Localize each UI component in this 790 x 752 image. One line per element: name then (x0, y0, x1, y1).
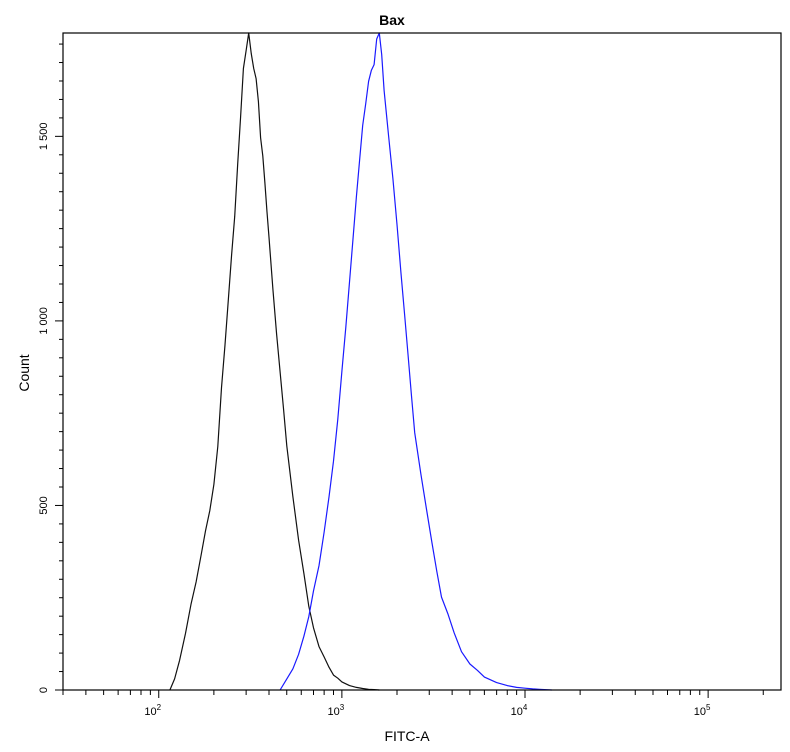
x-axis-label: FITC-A (384, 728, 430, 744)
x-tick-label: 105 (694, 703, 711, 718)
y-axis-ticks: 0 500 1 000 1 500 (38, 43, 63, 693)
y-tick-label: 1 000 (38, 307, 50, 335)
series-line-2 (279, 32, 552, 691)
y-tick-label: 0 (38, 687, 50, 693)
plot-frame (62, 32, 782, 691)
x-tick-label: 104 (511, 703, 528, 718)
x-axis-ticks: 102 103 104 105 (62, 690, 764, 718)
y-tick-label: 500 (38, 496, 50, 514)
y-axis-label: Count (16, 354, 32, 391)
y-tick-label: 1 500 (38, 123, 50, 151)
chart-title: Bax (379, 12, 405, 28)
x-tick-label: 102 (144, 703, 161, 718)
series-layer (169, 32, 552, 691)
x-tick-label: 103 (328, 703, 345, 718)
series-line-1 (169, 32, 380, 691)
